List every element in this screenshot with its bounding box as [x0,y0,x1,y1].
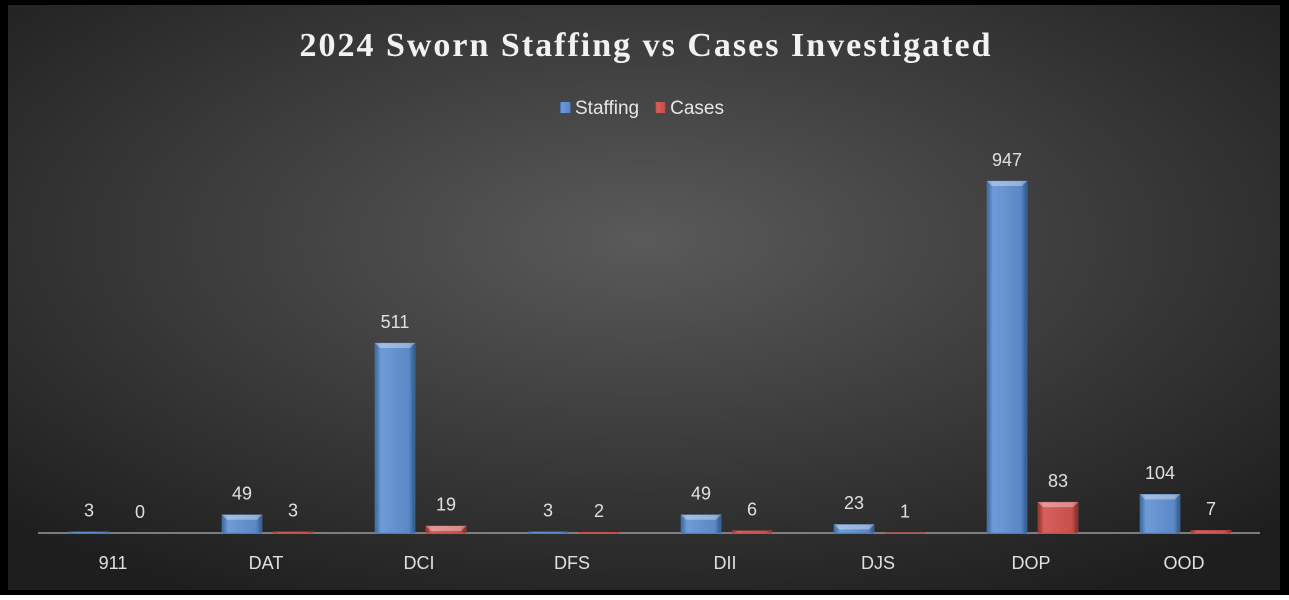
data-label: 511 [381,312,410,332]
legend-swatch [655,102,666,113]
x-tick-label: DFS [554,553,590,573]
bar [273,532,313,533]
bar-bevel [375,343,415,348]
data-label: 7 [1206,499,1216,519]
x-tick-label: DOP [1011,553,1050,573]
x-tick-label: OOD [1163,553,1204,573]
bar-bevel [222,515,262,520]
bar [69,532,109,533]
data-label: 6 [747,500,757,520]
legend-label: Cases [670,98,724,119]
data-label: 3 [288,501,298,521]
data-label: 104 [1145,463,1175,483]
x-tick-label: DJS [861,553,895,573]
data-label: 947 [992,150,1022,170]
bar-bevel [1140,494,1180,499]
data-label: 83 [1048,471,1068,491]
bar [1140,494,1180,533]
bar [528,532,568,533]
bar-bevel [987,181,1027,186]
legend-label: Staffing [575,98,639,119]
x-tick-label: DAT [249,553,284,573]
bar [375,343,415,533]
bar [579,532,619,533]
data-label: 49 [232,484,252,504]
bar [1191,530,1231,533]
data-label: 23 [844,493,864,513]
bar-bevel [681,515,721,520]
bar-bevel [426,526,466,531]
x-tick-label: 911 [99,553,128,573]
bar-bevel [1038,502,1078,507]
legend-swatch [560,102,571,113]
plot-background [8,5,1280,590]
x-tick-label: DII [713,553,736,573]
data-label: 3 [543,501,553,521]
chart-title: 2024 Sworn Staffing vs Cases Investigate… [299,27,992,64]
data-label: 2 [594,501,604,521]
data-label: 1 [900,501,910,521]
x-tick-label: DCI [404,553,435,573]
bar-bevel [834,524,874,529]
data-label: 49 [691,484,711,504]
bar [732,531,772,533]
bar [987,181,1027,533]
data-label: 19 [436,495,456,515]
data-label: 3 [84,501,94,521]
data-label: 0 [135,502,145,522]
